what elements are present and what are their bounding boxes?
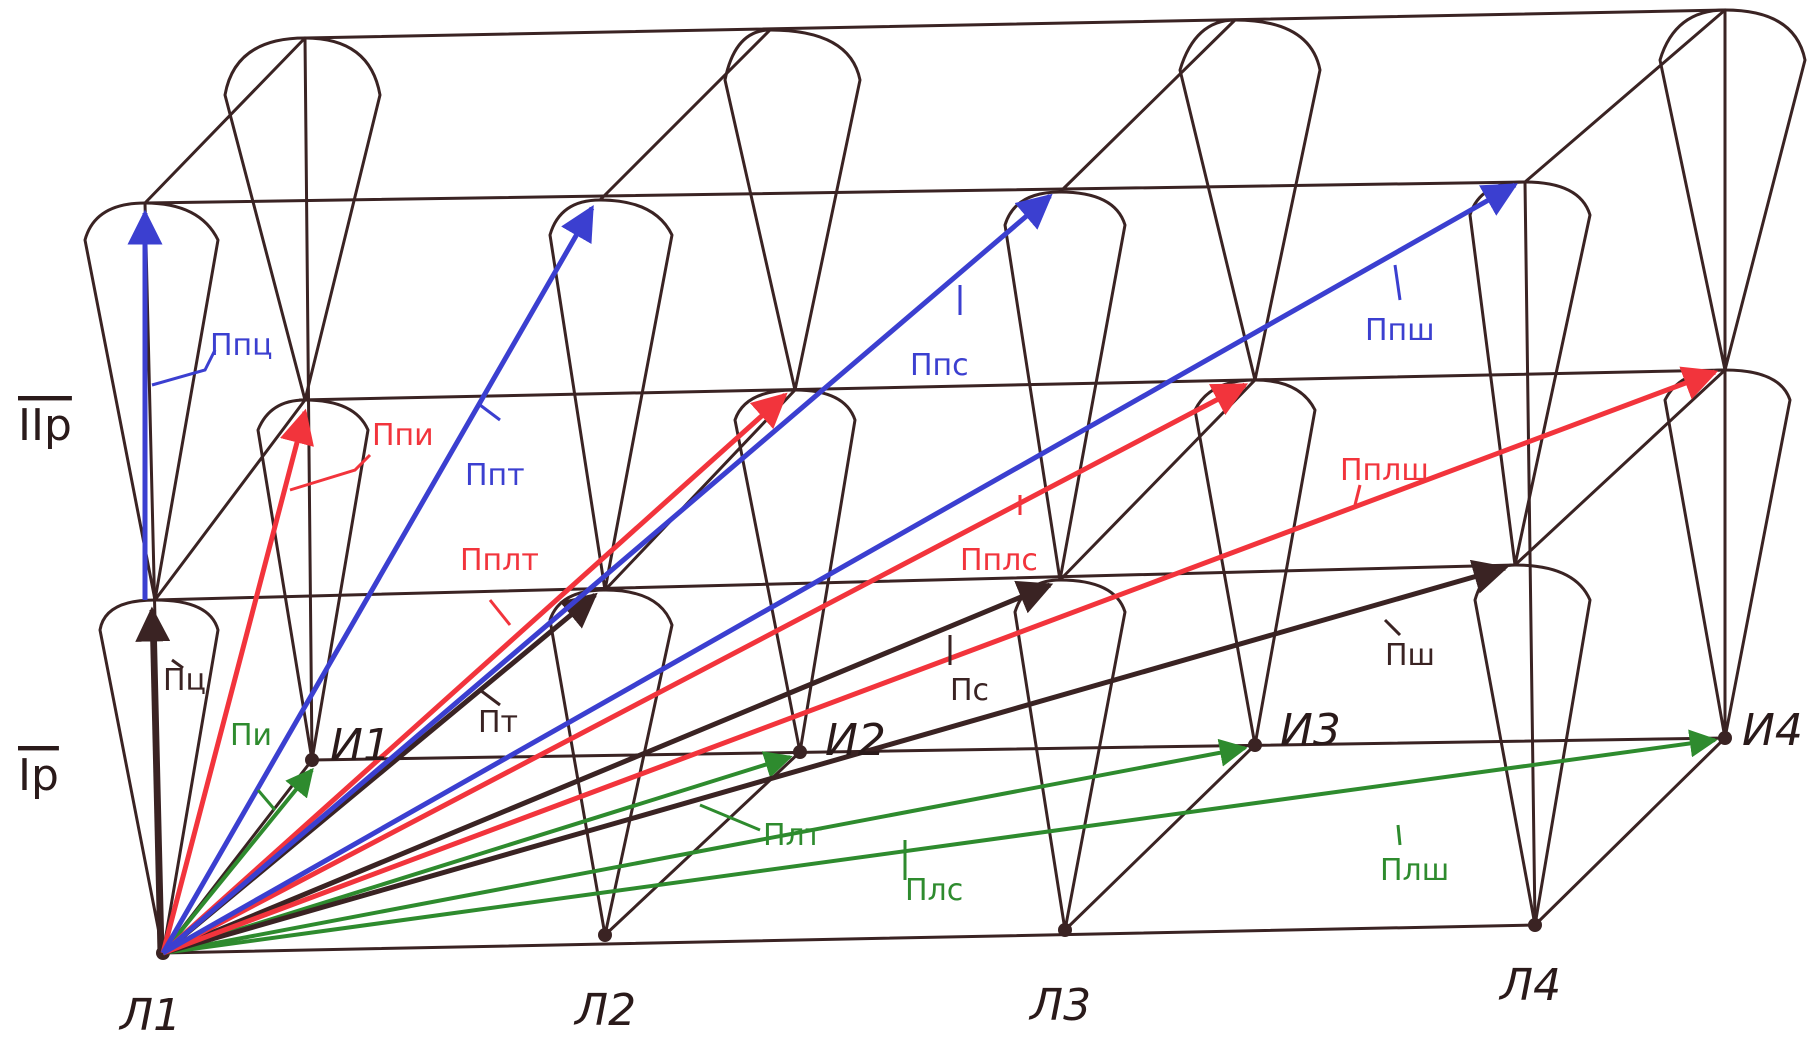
label-L3: Л3 [1028,980,1091,1031]
vector-plsh [162,729,1718,955]
cone [1013,578,1127,932]
cone [256,398,370,762]
label-pc: Пс [950,673,989,708]
blue-vectors [127,182,1519,956]
vector-plt [162,751,793,955]
cone [83,201,220,602]
cone [548,198,674,592]
vector-pplsh [162,366,1719,956]
node-labels: Л1 Л2 Л3 Л4 И1 И2 И3 И4 [118,705,1803,1041]
red-vectors [160,366,1719,956]
node-dot [1528,918,1542,932]
label-ppt: Ппт [465,458,525,493]
label-plt: Плт [763,818,822,853]
label-L1: Л1 [118,990,181,1041]
label-ppts: Ппц [210,328,273,363]
axis-level2: IIp [18,400,72,451]
grid-frame [143,8,1727,955]
axis-labels: IIp Ip [18,400,72,801]
vector-pplc [161,382,1249,956]
node-dot [1058,923,1072,937]
vector-pts [135,606,171,954]
label-I3: И3 [1280,705,1341,756]
label-L2: Л2 [573,985,636,1036]
vector-psh [162,559,1509,956]
node-dot [793,745,807,759]
vector-ppt [160,204,595,955]
vector-plc [162,738,1248,955]
label-pts: Пц [163,663,206,698]
vector-pc [162,580,1054,956]
cone [1003,190,1127,582]
label-ticks [151,264,1402,880]
node-dot [598,928,612,942]
label-ppsh: Ппш [1365,313,1435,348]
cone [1658,8,1807,372]
vector-pi [161,767,314,955]
label-psh: Пш [1385,638,1435,673]
vector-ppi [160,408,314,954]
cone [1178,18,1322,382]
vector-pplt [161,392,788,955]
cone [723,28,862,392]
label-pi: Пи [230,718,272,753]
cone [223,36,382,402]
label-I4: И4 [1742,705,1803,756]
label-L4: Л4 [1498,960,1561,1011]
label-pplc: Пплс [960,543,1038,578]
label-ppi: Ппи [372,418,434,453]
cone [548,588,674,937]
vector-labels: Пц Пт Пс Пш Пи Плт Плс Плш Ппи Пплт Пплс… [163,313,1449,908]
node-dot [305,753,319,767]
label-I1: И1 [330,720,391,771]
axis-level1: Ip [18,750,59,801]
label-plc: Плс [905,873,963,908]
node-dot [1718,731,1732,745]
vector-ppc [161,193,1053,955]
label-pplsh: Пплш [1340,453,1429,488]
label-ppc: Ппс [910,348,969,383]
node-dot [1248,738,1262,752]
label-plsh: Плш [1380,853,1449,888]
cones [83,8,1807,955]
label-pplt: Пплт [460,543,539,578]
cone [1663,368,1792,740]
cone [1468,180,1592,567]
label-I2: И2 [825,715,886,766]
label-pt: Пт [478,705,518,740]
vector-ppsh [161,182,1519,956]
green-vectors [161,729,1718,955]
